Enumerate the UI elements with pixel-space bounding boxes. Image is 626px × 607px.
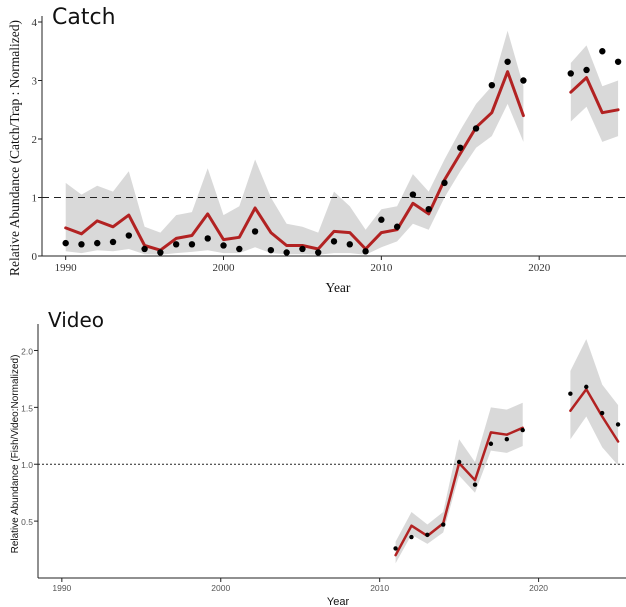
data-point [472,482,478,487]
data-point [393,546,398,551]
x-tick-label: 2020 [529,583,548,593]
data-point [504,437,510,442]
x-tick-label: 2000 [211,583,230,593]
data-point [315,249,322,256]
data-point [441,179,448,187]
data-point [615,422,621,427]
y-tick-label: 2.0 [21,346,33,356]
data-point [141,245,148,253]
chart-panel-video: 1990 2000 2010 2020 0.5 1.0 1.5 2.0 Video Year Rel… [10,308,626,607]
data-point [172,241,180,248]
fitted-line-2 [569,76,620,115]
y-tick-label: 0 [32,251,38,263]
chart-title: Video [48,308,104,332]
data-point [299,245,306,253]
data-point [109,238,117,246]
confidence-band-1 [65,30,524,255]
data-point [378,216,385,223]
data-point [94,239,101,247]
x-axis-label: Year [326,280,351,295]
x-axis-label: Year [327,596,350,607]
y-tick-label: 1 [32,193,38,205]
data-point [409,191,417,198]
data-point [599,410,605,416]
y-axis-label: Relative Abundance (Catch/Trap : Normali… [7,20,22,276]
x-tick-label: 2010 [370,262,393,274]
data-point [78,241,85,248]
y-axis-label: Relative Abundance (Fish/Video:Normalize… [10,355,21,554]
y-tick-label: 3 [32,76,38,88]
y-tick-label: 2 [32,134,38,146]
data-point [362,248,369,255]
data-point [157,249,164,256]
y-tick-label: 1.5 [21,403,33,413]
data-point [425,532,430,537]
data-point [62,239,69,247]
x-tick-label: 1990 [52,583,71,593]
data-point [425,206,432,213]
data-point [520,427,525,433]
data-point [520,77,527,84]
data-point [567,70,574,77]
data-point [441,522,446,527]
data-point [409,534,414,540]
data-point [346,241,353,248]
y-tick-label: 1.0 [21,460,33,470]
data-point [488,81,496,89]
data-point [457,144,464,151]
data-point [599,48,606,55]
fitted-line-2 [569,387,620,443]
data-point [251,228,259,235]
y-tick-label: 4 [32,17,38,29]
data-point [267,246,275,254]
fitted-line-1 [64,70,525,252]
chart-title: Catch [52,5,116,30]
data-point [283,249,290,256]
chart-panel-catch: 1990 2000 2010 2020 0 1 2 3 4 Catch Year Relative A… [7,5,626,295]
y-tick-label: 0.5 [21,517,33,527]
x-tick-label: 1990 [55,262,78,274]
data-point [472,125,480,132]
data-point [456,459,462,465]
data-point [188,241,196,248]
data-point [614,58,622,65]
data-point [488,441,494,446]
data-point [220,242,227,249]
data-point [584,384,589,390]
data-point [583,66,590,74]
data-point [125,232,133,239]
x-tick-label: 2020 [528,262,551,274]
x-tick-label: 2010 [370,583,389,593]
data-point [504,58,511,65]
confidence-band-1 [395,402,523,564]
data-point [330,238,338,245]
data-point [568,391,573,396]
data-point [204,235,211,242]
data-point [393,223,401,230]
data-point [236,245,243,253]
x-tick-label: 2000 [213,262,236,274]
